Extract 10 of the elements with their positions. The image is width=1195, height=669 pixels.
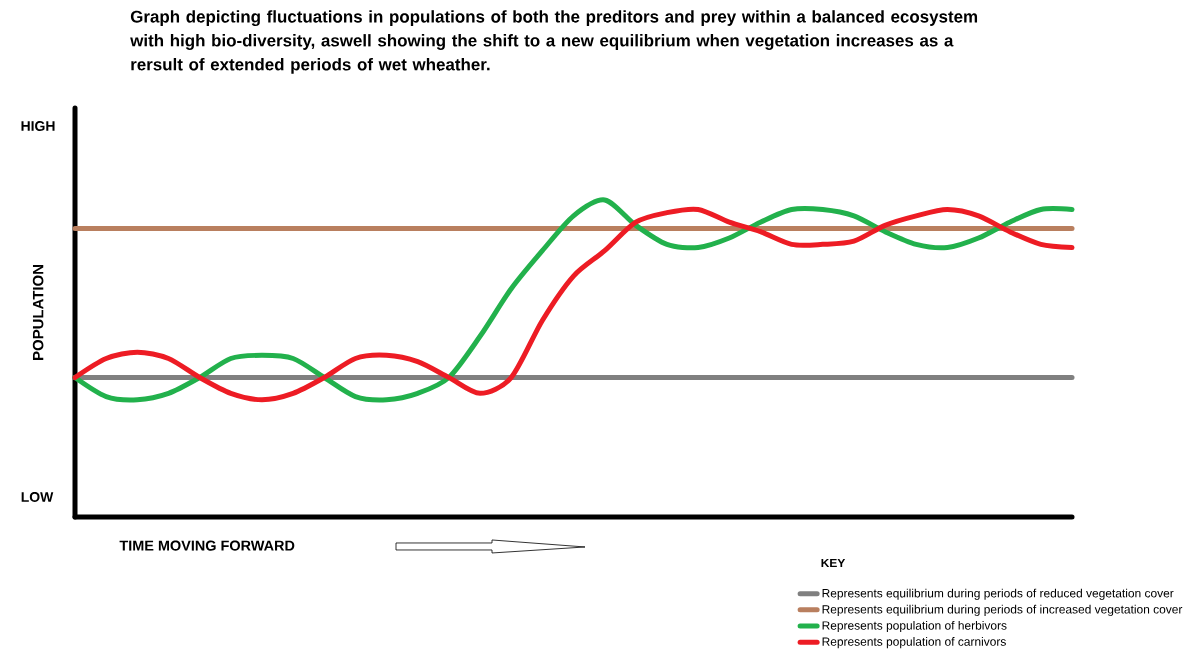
text: HIGH	[21, 121, 55, 131]
legend-label: Represents population of carnivors	[822, 637, 1006, 649]
legend-label: Represents equilibrium during periods of reduced vegetation cover	[822, 588, 1174, 600]
legend-label: Represents population of herbivors	[822, 620, 1007, 633]
text: LOW	[21, 492, 54, 502]
chart-title: Graph depicting fluctuations in populations of both the preditors and prey within a balanced ecosystem with high bio-diversity, aswell showing the shift to a new equilibrium when vegetation increases as a rersult of extended periods of wet wheather.	[130, 10, 978, 74]
x-axis-title: TIME MOVING FORWARD	[119, 540, 295, 551]
legend-title: KEY	[821, 558, 846, 568]
legend-label: Represents equilibrium during periods of increased vegetation cover	[822, 604, 1183, 616]
y-axis-title: POPULATION	[32, 265, 44, 360]
